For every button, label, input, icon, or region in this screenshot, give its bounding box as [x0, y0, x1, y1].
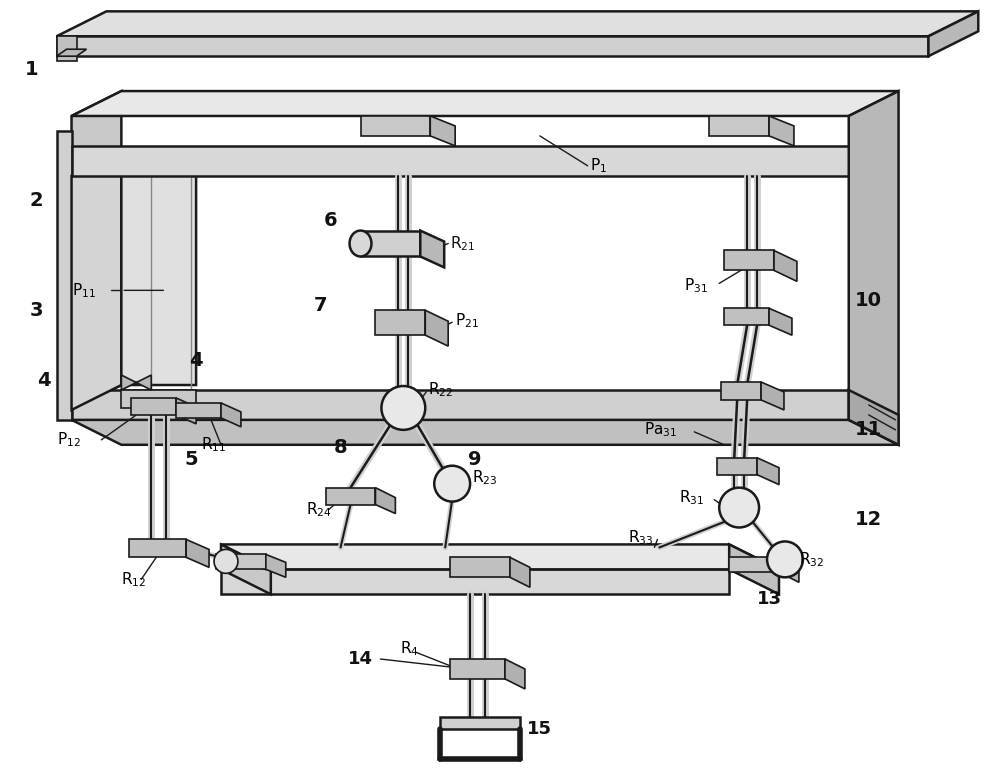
Polygon shape: [131, 398, 176, 415]
Polygon shape: [266, 554, 286, 577]
Text: 4: 4: [37, 371, 50, 389]
Polygon shape: [721, 382, 761, 400]
Polygon shape: [72, 146, 849, 176]
Polygon shape: [440, 717, 520, 729]
Text: P$_{21}$: P$_{21}$: [455, 311, 479, 330]
Text: Pa$_{31}$: Pa$_{31}$: [644, 420, 678, 439]
Polygon shape: [216, 554, 266, 570]
Polygon shape: [450, 659, 505, 679]
Polygon shape: [57, 36, 928, 57]
Text: P$_{11}$: P$_{11}$: [72, 281, 95, 300]
Text: 12: 12: [855, 510, 882, 529]
Circle shape: [767, 542, 803, 577]
Text: 15: 15: [527, 720, 552, 738]
Polygon shape: [72, 91, 121, 410]
Polygon shape: [420, 231, 444, 268]
Polygon shape: [769, 116, 794, 146]
Text: P$_1$: P$_1$: [590, 156, 607, 175]
Text: 7: 7: [314, 296, 327, 315]
Polygon shape: [221, 544, 271, 594]
Polygon shape: [221, 403, 241, 426]
Text: 4: 4: [189, 351, 203, 370]
Circle shape: [214, 550, 238, 574]
Polygon shape: [729, 544, 779, 594]
Text: 1: 1: [25, 60, 38, 79]
Polygon shape: [450, 557, 510, 577]
Polygon shape: [176, 403, 221, 418]
Text: 6: 6: [324, 211, 337, 230]
Text: 11: 11: [855, 420, 882, 440]
Text: P$_{31}$: P$_{31}$: [684, 276, 708, 295]
Text: R$_{22}$: R$_{22}$: [428, 381, 453, 399]
Text: 10: 10: [855, 291, 882, 310]
Polygon shape: [717, 457, 757, 474]
Text: 13: 13: [757, 591, 782, 608]
Polygon shape: [121, 151, 196, 385]
Ellipse shape: [350, 231, 371, 256]
Text: R$_{11}$: R$_{11}$: [201, 436, 226, 454]
Polygon shape: [849, 91, 899, 445]
Polygon shape: [510, 557, 530, 587]
Polygon shape: [221, 544, 779, 570]
Text: R$_{12}$: R$_{12}$: [121, 570, 147, 589]
Polygon shape: [72, 420, 899, 445]
Polygon shape: [221, 570, 729, 594]
Polygon shape: [761, 382, 784, 410]
Polygon shape: [425, 310, 448, 346]
Polygon shape: [375, 488, 395, 513]
Polygon shape: [361, 231, 420, 256]
Polygon shape: [928, 12, 978, 57]
Polygon shape: [72, 390, 849, 420]
Polygon shape: [57, 36, 77, 61]
Polygon shape: [57, 50, 86, 57]
Polygon shape: [769, 308, 792, 335]
Polygon shape: [72, 151, 121, 410]
Text: R$_{24}$: R$_{24}$: [306, 500, 331, 519]
Circle shape: [434, 466, 470, 502]
Text: R$_{33}$: R$_{33}$: [628, 528, 653, 546]
Polygon shape: [72, 91, 899, 116]
Polygon shape: [505, 659, 525, 689]
Polygon shape: [121, 375, 151, 390]
Polygon shape: [849, 390, 899, 445]
Polygon shape: [121, 390, 196, 408]
Text: 3: 3: [30, 301, 43, 320]
Polygon shape: [779, 557, 799, 582]
Polygon shape: [57, 131, 72, 420]
Text: R$_{23}$: R$_{23}$: [472, 468, 498, 487]
Polygon shape: [326, 488, 375, 505]
Text: R$_{31}$: R$_{31}$: [679, 488, 705, 507]
Text: 14: 14: [348, 650, 373, 668]
Polygon shape: [724, 308, 769, 325]
Polygon shape: [709, 116, 769, 136]
Polygon shape: [57, 12, 978, 36]
Polygon shape: [430, 116, 455, 146]
Polygon shape: [729, 557, 779, 572]
Circle shape: [381, 386, 425, 430]
Polygon shape: [757, 457, 779, 485]
Polygon shape: [176, 398, 196, 424]
Polygon shape: [375, 310, 425, 335]
Text: P$_{12}$: P$_{12}$: [57, 430, 80, 449]
Polygon shape: [774, 251, 797, 282]
Text: 9: 9: [468, 450, 482, 469]
Text: 8: 8: [334, 438, 347, 457]
Polygon shape: [129, 539, 186, 557]
Text: R$_{21}$: R$_{21}$: [450, 235, 475, 253]
Polygon shape: [724, 251, 774, 270]
Text: R$_{32}$: R$_{32}$: [799, 550, 824, 569]
Text: 5: 5: [184, 450, 198, 469]
Polygon shape: [361, 116, 430, 136]
Text: R$_4$: R$_4$: [400, 639, 419, 659]
Polygon shape: [186, 539, 209, 567]
Circle shape: [719, 488, 759, 528]
Text: 2: 2: [30, 191, 43, 211]
